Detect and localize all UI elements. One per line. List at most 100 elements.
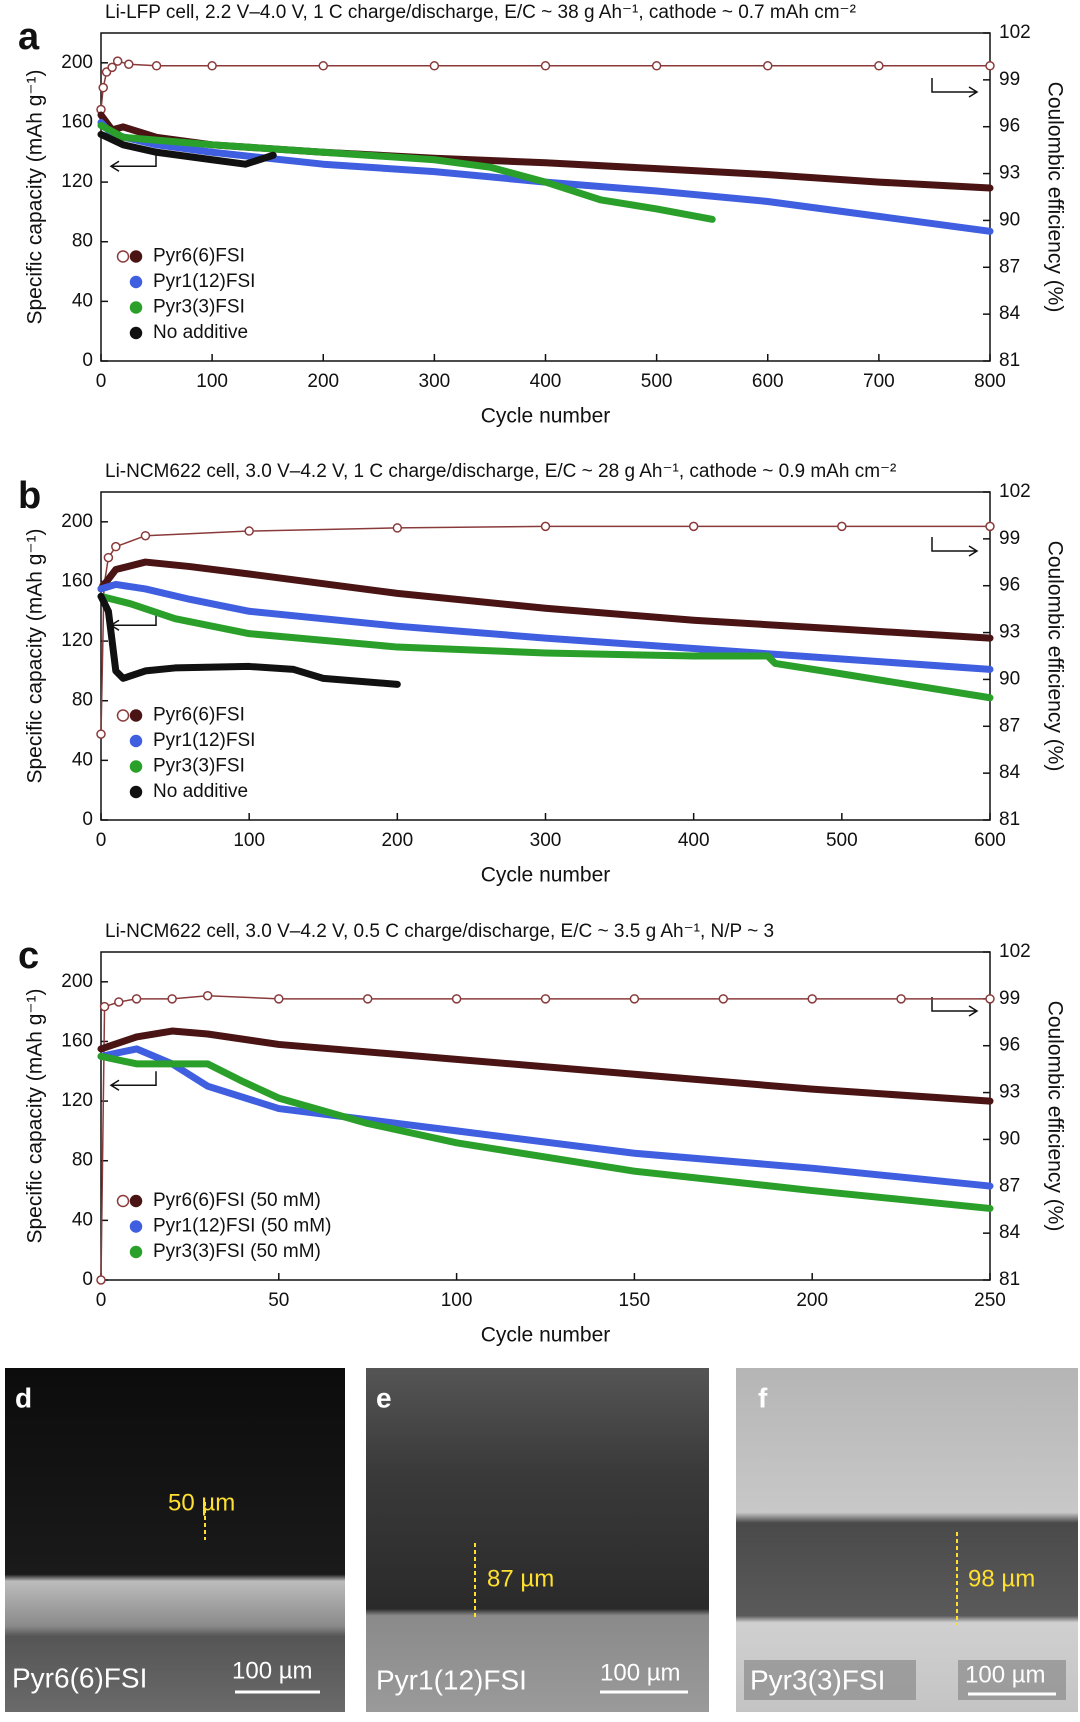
- y2-tick-label: 102: [999, 481, 1031, 502]
- data-point: [718, 994, 729, 1004]
- data-point: [451, 994, 462, 1004]
- y-tick-label: 0: [82, 350, 93, 371]
- data-point: [207, 61, 217, 71]
- y-tick-label: 200: [61, 971, 93, 992]
- sample-label: Pyr6(6)FSI: [12, 1662, 147, 1693]
- x-tick-label: 250: [974, 1290, 1006, 1311]
- data-point: [540, 521, 551, 532]
- legend-marker: [129, 734, 143, 748]
- axis-arrow: [109, 1071, 157, 1091]
- x-tick-label: 400: [678, 830, 710, 851]
- legend-marker: [129, 709, 143, 722]
- sem-image: [736, 1368, 1078, 1712]
- y2-tick-label: 90: [999, 209, 1020, 230]
- series-line: [97, 1045, 994, 1190]
- y-tick-label: 120: [61, 1090, 93, 1111]
- y2-axis-label: Coulombic efficiency (%): [1043, 1001, 1066, 1232]
- x-tick-label: 200: [381, 830, 413, 851]
- y-tick-label: 160: [61, 570, 93, 591]
- chart: b Li-NCM622 cell, 3.0 V–4.2 V, 1 C charge…: [18, 461, 1066, 887]
- y-tick-label: 80: [72, 690, 93, 711]
- data-point: [167, 994, 177, 1004]
- data-point: [99, 1001, 110, 1012]
- data-point: [688, 521, 699, 532]
- y2-tick-label: 81: [999, 1269, 1020, 1290]
- data-point: [985, 61, 995, 71]
- data-point: [429, 61, 440, 71]
- y2-tick-label: 96: [999, 575, 1020, 596]
- data-point: [763, 61, 773, 71]
- legend-label: Pyr3(3)FSI (50 mM): [153, 1241, 321, 1262]
- y2-tick-label: 99: [999, 528, 1020, 549]
- chart-title: Li-LFP cell, 2.2 V–4.0 V, 1 C charge/dis…: [105, 2, 856, 23]
- y2-tick-label: 81: [999, 809, 1020, 830]
- legend-label: Pyr6(6)FSI (50 mM): [153, 1190, 321, 1211]
- x-tick-label: 200: [796, 1290, 828, 1311]
- series-line: [97, 592, 994, 702]
- y2-tick-label: 87: [999, 1175, 1020, 1196]
- x-tick-label: 400: [530, 371, 562, 392]
- series-line: [97, 121, 716, 223]
- sample-label: Pyr3(3)FSI: [750, 1664, 885, 1695]
- series-line: [97, 1027, 994, 1105]
- y2-tick-label: 93: [999, 163, 1020, 184]
- y2-axis-label: Coulombic efficiency (%): [1043, 541, 1066, 772]
- axis-arrow: [109, 152, 157, 172]
- x-tick-label: 100: [441, 1290, 473, 1311]
- y-tick-label: 120: [61, 630, 93, 651]
- data-point: [985, 521, 995, 532]
- legend-label: No additive: [153, 322, 248, 343]
- y-axis-label: Specific capacity (mAh g⁻¹): [24, 70, 47, 325]
- panel-letter: c: [18, 935, 39, 977]
- x-tick-label: 500: [641, 371, 673, 392]
- legend-label: Pyr6(6)FSI: [153, 705, 245, 726]
- data-point: [140, 530, 151, 541]
- data-point: [274, 994, 284, 1004]
- y2-tick-label: 102: [999, 941, 1031, 962]
- legend-marker: [116, 709, 130, 722]
- y2-tick-label: 84: [999, 303, 1021, 324]
- y2-tick-label: 96: [999, 116, 1020, 137]
- data-point: [111, 541, 121, 552]
- series-line: [97, 558, 994, 642]
- chart-title: Li-NCM622 cell, 3.0 V–4.2 V, 0.5 C charg…: [105, 921, 774, 942]
- data-point: [837, 521, 847, 532]
- thickness-label: 98 µm: [968, 1565, 1035, 1592]
- legend-marker: [129, 785, 143, 799]
- data-point: [112, 56, 123, 66]
- chart-title: Li-NCM622 cell, 3.0 V–4.2 V, 1 C charge/…: [105, 461, 896, 482]
- x-tick-label: 500: [826, 830, 858, 851]
- data-point: [124, 59, 134, 69]
- legend-label: Pyr3(3)FSI: [153, 297, 245, 318]
- legend-marker: [129, 301, 143, 314]
- x-tick-label: 0: [96, 1290, 107, 1311]
- scale-label: 100 µm: [232, 1657, 313, 1684]
- x-tick-label: 700: [863, 371, 895, 392]
- data-point: [896, 994, 906, 1004]
- legend-marker: [116, 250, 130, 263]
- y-tick-label: 80: [72, 231, 93, 252]
- axis-arrow: [109, 611, 157, 631]
- legend-marker: [129, 1220, 143, 1233]
- panel-letter: d: [15, 1382, 32, 1413]
- y-axis-label: Specific capacity (mAh g⁻¹): [24, 529, 47, 784]
- x-tick-label: 0: [96, 830, 107, 851]
- sample-label: Pyr1(12)FSI: [376, 1664, 527, 1695]
- series-line: [97, 130, 277, 168]
- y-tick-label: 200: [61, 52, 93, 73]
- y2-tick-label: 99: [999, 988, 1020, 1009]
- series-line: [97, 1052, 994, 1212]
- charts: a Li-LFP cell, 2.2 V–4.0 V, 1 C charge/di…: [18, 2, 1066, 1347]
- legend-marker: [116, 1194, 130, 1208]
- x-axis-label: Cycle number: [481, 405, 611, 428]
- panel-letter: a: [18, 16, 40, 58]
- axis-arrow: [931, 537, 979, 557]
- x-tick-label: 150: [619, 1290, 651, 1311]
- x-tick-label: 600: [974, 830, 1006, 851]
- axis-arrow: [931, 997, 979, 1017]
- x-tick-label: 300: [419, 371, 451, 392]
- x-axis-label: Cycle number: [481, 1324, 611, 1347]
- data-point: [540, 994, 551, 1004]
- legend-label: Pyr1(12)FSI: [153, 730, 255, 751]
